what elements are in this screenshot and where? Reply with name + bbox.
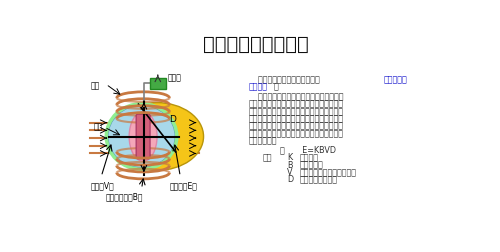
- Ellipse shape: [129, 112, 157, 161]
- Text: 测量管道截面内的平均流速: 测量管道截面内的平均流速: [300, 168, 356, 177]
- Text: D: D: [287, 175, 294, 184]
- Text: 法拉第电磁: 法拉第电磁: [384, 75, 407, 84]
- FancyBboxPatch shape: [136, 114, 150, 159]
- Text: 磁场，当导电介质流过电磁流量计时，流量计: 磁场，当导电介质流过电磁流量计时，流量计: [248, 100, 344, 109]
- Text: K: K: [287, 153, 292, 162]
- Ellipse shape: [110, 103, 204, 170]
- Text: 仪表常数: 仪表常数: [300, 153, 318, 162]
- Text: 智能表头运算即可得到介质流量感应电动势工: 智能表头运算即可得到介质流量感应电动势工: [248, 129, 344, 138]
- Text: 转换器: 转换器: [168, 74, 182, 82]
- Text: 艺参数方程为: 艺参数方程为: [248, 136, 277, 145]
- Text: 电磁流量计的测量原理是基于: 电磁流量计的测量原理是基于: [248, 75, 320, 84]
- Text: 管壁上的电极可检测到感应电动势，这个感应: 管壁上的电极可检测到感应电动势，这个感应: [248, 107, 344, 116]
- Text: 导体宽度（流量计测量管内径）成正比，通过: 导体宽度（流量计测量管内径）成正比，通过: [248, 122, 344, 131]
- Text: 感应定律: 感应定律: [248, 82, 268, 91]
- Text: 电磁流量计原理介绍: 电磁流量计原理介绍: [204, 35, 309, 54]
- Text: 电动势（E）: 电动势（E）: [170, 181, 198, 190]
- Text: 测量管道截面的内: 测量管道截面的内: [300, 175, 338, 184]
- Text: 。: 。: [274, 82, 278, 91]
- Text: 式中: 式中: [262, 153, 272, 162]
- Text: 磁感应强度（B）: 磁感应强度（B）: [106, 192, 144, 201]
- FancyBboxPatch shape: [150, 78, 166, 89]
- Text: 磁感应强度: 磁感应强度: [300, 161, 324, 170]
- Text: D: D: [170, 115, 176, 124]
- Text: ：       E=KBVD: ： E=KBVD: [280, 145, 336, 154]
- Text: 电极: 电极: [94, 123, 103, 132]
- Text: 线圈: 线圈: [90, 81, 100, 90]
- Text: V: V: [287, 168, 293, 177]
- Text: B: B: [287, 161, 293, 170]
- Ellipse shape: [108, 105, 176, 168]
- Text: 电压（V）: 电压（V）: [90, 181, 114, 190]
- Text: 电动势与导电介质流速、磁场的磁感应强度、: 电动势与导电介质流速、磁场的磁感应强度、: [248, 114, 344, 123]
- Text: 上下两端的两个电磁线圈产生恒定或交变: 上下两端的两个电磁线圈产生恒定或交变: [248, 92, 344, 102]
